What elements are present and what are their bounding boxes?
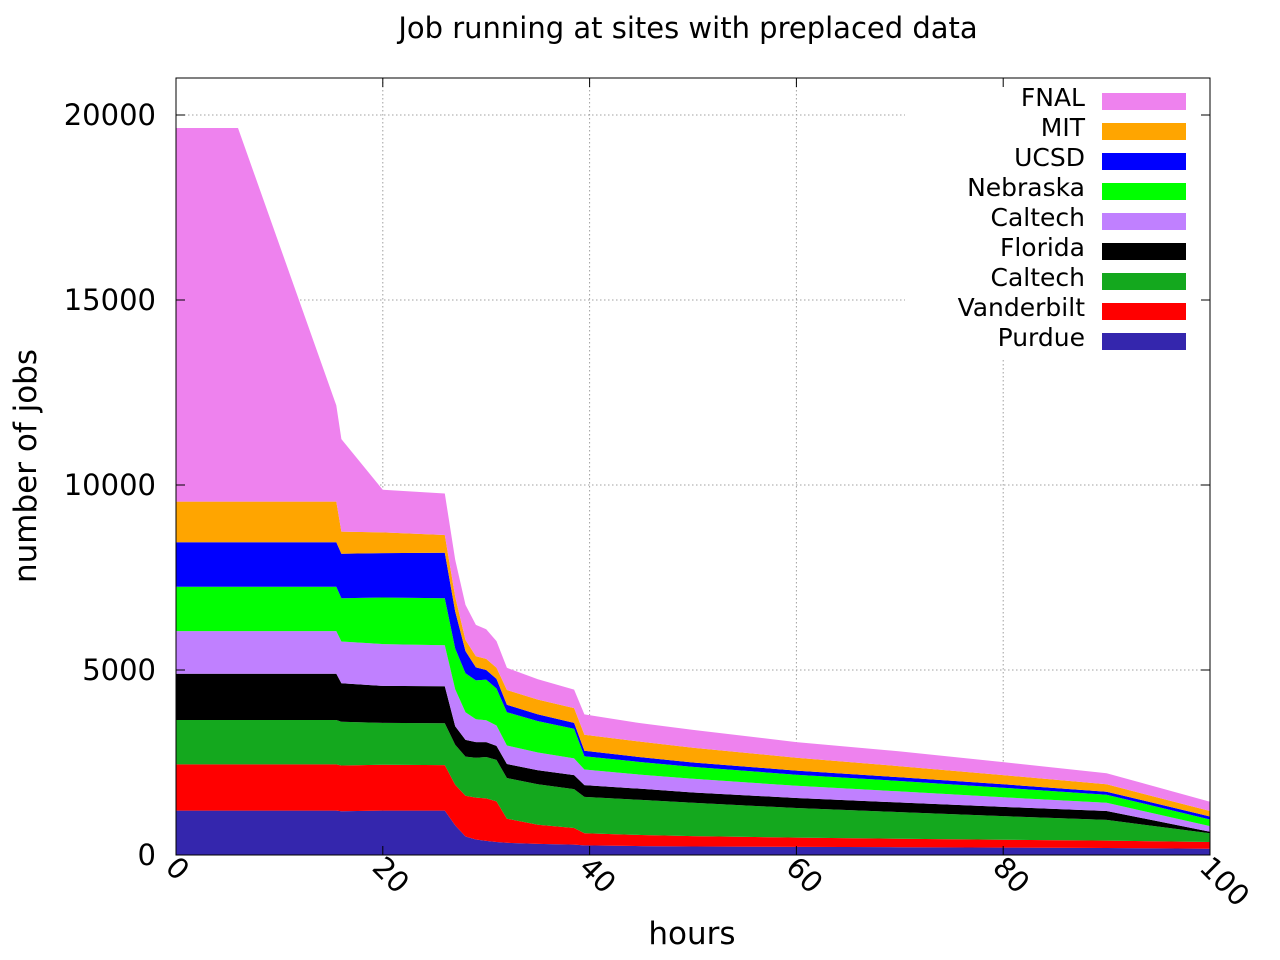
legend-swatch-purdue (1102, 333, 1186, 350)
chart-title: Job running at sites with preplaced data (396, 11, 977, 45)
plot-frame (175, 77, 1211, 856)
x-tick-label: 40 (573, 850, 623, 900)
area-caltech (176, 720, 1210, 842)
y-tick-label: 5000 (82, 653, 156, 687)
legend-label-mit: MIT (1041, 113, 1086, 142)
legend-label-fnal: FNAL (1021, 83, 1085, 112)
y-tick-label: 10000 (64, 468, 156, 502)
legend-label-ucsd: UCSD (1014, 143, 1085, 172)
legend-label-purdue: Purdue (998, 323, 1085, 352)
y-tick-label: 20000 (64, 98, 156, 132)
area-purdue (176, 810, 1210, 855)
legend-label-caltech: Caltech (991, 263, 1086, 292)
area-ucsd (176, 542, 1210, 820)
legend-swatch-ucsd (1102, 153, 1186, 170)
legend: FNALMITUCSDNebraskaCaltechFloridaCaltech… (958, 83, 1186, 352)
area-vanderbilt (176, 764, 1210, 849)
legend-swatch-nebraska (1102, 183, 1186, 200)
x-axis-label: hours (648, 916, 735, 952)
area-florida (176, 673, 1210, 834)
legend-swatch-fnal (1102, 93, 1186, 110)
y-tick-label: 15000 (64, 283, 156, 317)
legend-swatch-mit (1102, 123, 1186, 140)
x-tick-label: 80 (986, 850, 1036, 900)
legend-label-nebraska: Nebraska (967, 173, 1085, 202)
area-nebraska (176, 586, 1210, 827)
x-tick-label: 20 (366, 850, 416, 900)
x-tick-label: 60 (779, 850, 829, 900)
legend-swatch-florida (1102, 243, 1186, 260)
legend-swatch-vanderbilt (1102, 303, 1186, 320)
area-series (176, 128, 1210, 855)
y-tick-label: 0 (138, 838, 156, 872)
legend-label-vanderbilt: Vanderbilt (958, 293, 1086, 322)
x-tick-label: 100 (1193, 850, 1256, 913)
legend-label-florida: Florida (1000, 233, 1085, 262)
legend-swatch-caltech (1102, 213, 1186, 230)
area-mit (176, 501, 1210, 817)
legend-swatch-caltech (1102, 273, 1186, 290)
area-caltech (176, 631, 1210, 832)
legend-label-caltech: Caltech (991, 203, 1086, 232)
y-axis-label: number of jobs (8, 349, 44, 583)
